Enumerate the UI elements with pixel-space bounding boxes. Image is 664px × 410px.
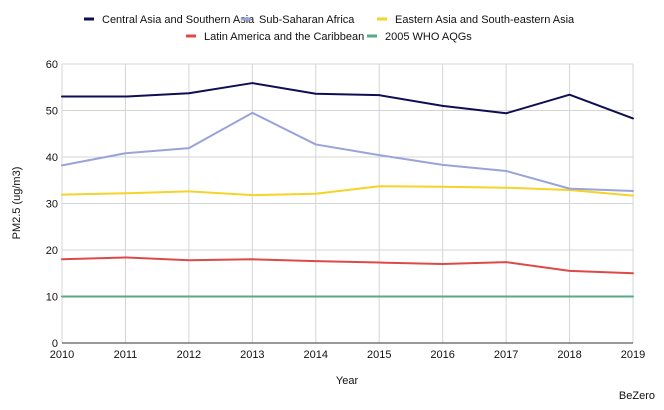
x-tick-label: 2014 bbox=[304, 349, 328, 361]
x-axis: 2010 2011 2012 2013 2014 2015 2016 2017 2018 2019 bbox=[50, 349, 645, 361]
series-line-2 bbox=[61, 111, 634, 192]
y-tick-label: 60 bbox=[46, 59, 58, 71]
series-line-1 bbox=[61, 82, 634, 120]
y-tick-label: 50 bbox=[46, 106, 58, 118]
y-tick-label: 0 bbox=[52, 338, 58, 350]
x-tick-label: 2017 bbox=[494, 349, 518, 361]
legend-label: 2005 WHO AQGs bbox=[385, 31, 472, 43]
y-tick-label: 30 bbox=[46, 199, 58, 211]
legend-label: Sub-Saharan Africa bbox=[259, 14, 355, 26]
series-line-3 bbox=[61, 185, 634, 197]
series-group bbox=[61, 82, 634, 298]
x-tick-label: 2011 bbox=[114, 349, 138, 361]
x-tick-label: 2012 bbox=[177, 349, 201, 361]
y-tick-label: 20 bbox=[46, 245, 58, 257]
grid bbox=[61, 63, 634, 344]
y-axis-title: PM2.5 (ug/m3) bbox=[11, 167, 23, 240]
series-line-4 bbox=[61, 256, 634, 275]
legend-label: Latin America and the Caribbean bbox=[204, 31, 364, 43]
x-tick-label: 2015 bbox=[367, 349, 391, 361]
x-tick-label: 2013 bbox=[240, 349, 264, 361]
legend-label: Central Asia and Southern Asia bbox=[102, 14, 255, 26]
legend: Central Asia and Southern Asia Sub-Sahara… bbox=[84, 14, 575, 43]
y-tick-label: 40 bbox=[46, 152, 58, 164]
x-tick-label: 2019 bbox=[621, 349, 645, 361]
x-tick-label: 2016 bbox=[430, 349, 454, 361]
x-tick-label: 2010 bbox=[50, 349, 74, 361]
legend-label: Eastern Asia and South-eastern Asia bbox=[395, 14, 575, 26]
brand-logo: BeZero bbox=[619, 390, 655, 402]
x-tick-label: 2018 bbox=[557, 349, 581, 361]
y-axis: 0 10 20 30 40 50 60 bbox=[46, 59, 58, 350]
x-axis-title: Year bbox=[336, 375, 359, 387]
y-tick-label: 10 bbox=[46, 292, 58, 304]
